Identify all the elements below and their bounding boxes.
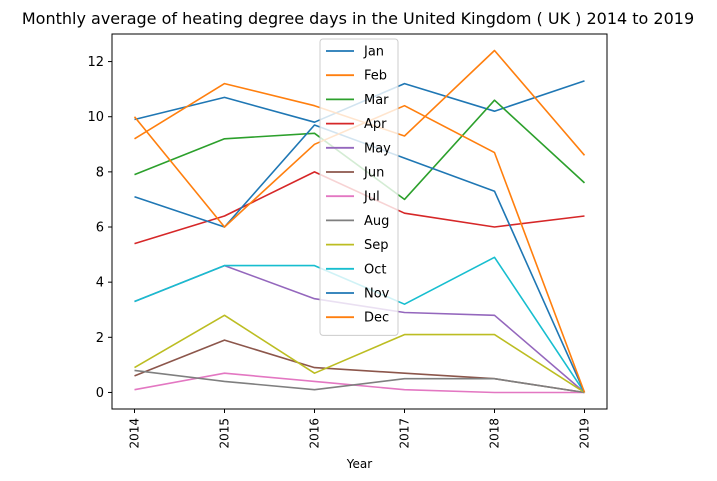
legend-label-jan: Jan [363, 45, 384, 60]
x-tick-label: 2019 [578, 418, 592, 449]
y-axis: 0 2 4 6 8 10 12 [87, 55, 112, 401]
legend-label-feb: Feb [364, 69, 387, 84]
x-tick-label: 2015 [218, 418, 232, 449]
x-axis-label: Year [346, 457, 372, 471]
y-tick-label: 6 [96, 221, 104, 236]
chart-title: Monthly average of heating degree days i… [22, 9, 694, 28]
legend-label-dec: Dec [364, 311, 389, 326]
legend-label-jul: Jul [363, 190, 380, 205]
legend-label-oct: Oct [364, 262, 386, 277]
x-tick-label: 2016 [308, 418, 322, 449]
y-tick-label: 2 [96, 331, 104, 346]
axes-frame [111, 33, 608, 410]
legend-box [319, 38, 399, 336]
y-tick-label: 10 [87, 110, 104, 125]
legend-label-nov: Nov [364, 287, 390, 302]
legend-label-apr: Apr [364, 117, 387, 132]
legend: Jan Feb Mar Apr May Jun Jul Aug Sep Oct Nov Dec [319, 38, 399, 336]
legend-label-aug: Aug [364, 214, 389, 229]
y-tick-label: 12 [87, 55, 104, 70]
x-tick-label: 2017 [398, 418, 412, 449]
legend-label-sep: Sep [364, 238, 389, 253]
y-tick-label: 0 [96, 386, 104, 401]
legend-label-jun: Jun [363, 166, 384, 181]
series-line-sep [134, 314, 585, 394]
x-axis: 2014 2015 2016 2017 2018 2019 [128, 409, 592, 449]
series-line-jul [134, 372, 585, 394]
legend-label-may: May [364, 141, 391, 156]
y-tick-label: 4 [96, 276, 104, 291]
series-line-aug [134, 369, 585, 394]
legend-label-mar: Mar [364, 93, 389, 108]
x-tick-label: 2018 [488, 418, 502, 449]
x-tick-label: 2014 [128, 418, 142, 449]
y-tick-label: 8 [96, 165, 104, 180]
